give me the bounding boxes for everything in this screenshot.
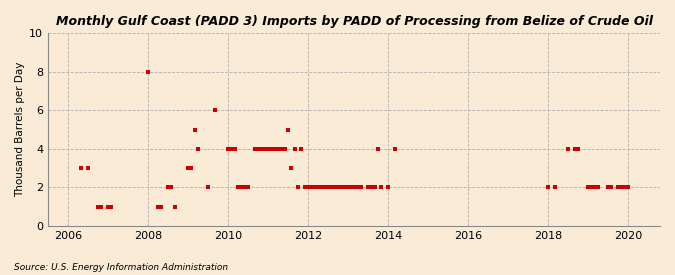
Text: Source: U.S. Energy Information Administration: Source: U.S. Energy Information Administ… [14, 263, 227, 272]
Y-axis label: Thousand Barrels per Day: Thousand Barrels per Day [15, 62, 25, 197]
Title: Monthly Gulf Coast (PADD 3) Imports by PADD of Processing from Belize of Crude O: Monthly Gulf Coast (PADD 3) Imports by P… [55, 15, 653, 28]
